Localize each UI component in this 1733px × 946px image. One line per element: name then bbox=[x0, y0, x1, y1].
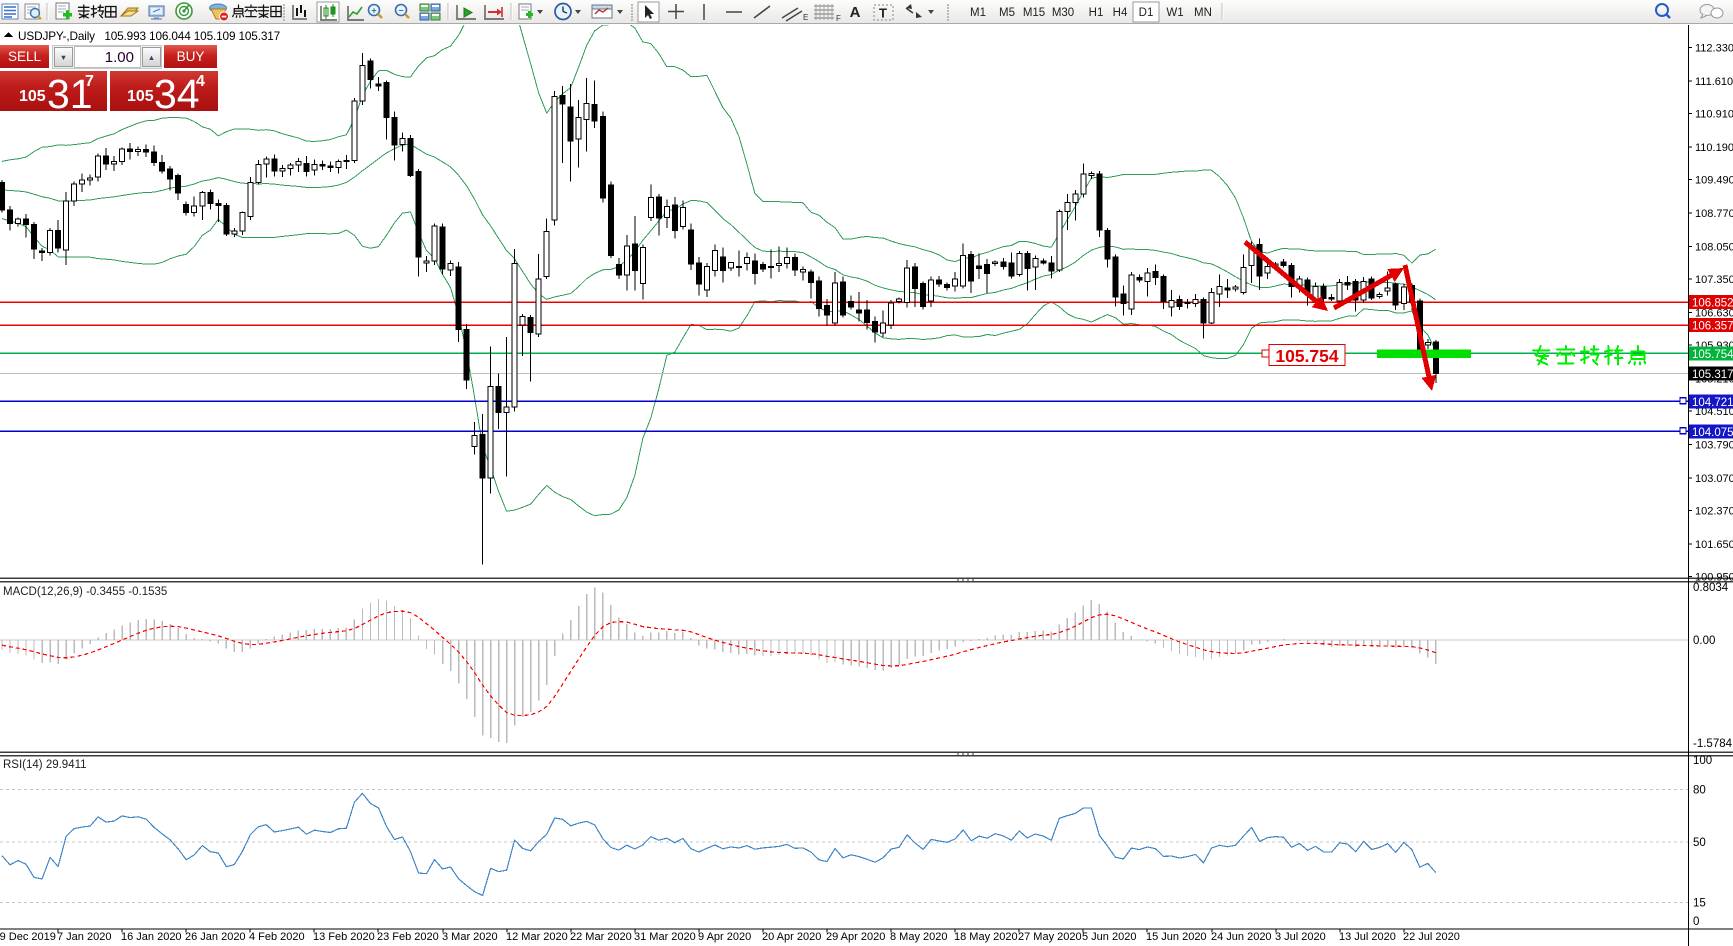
svg-text:29 Dec 2019: 29 Dec 2019 bbox=[0, 931, 56, 943]
svg-text:111.610: 111.610 bbox=[1695, 76, 1733, 88]
svg-text:103.070: 103.070 bbox=[1695, 473, 1733, 485]
svg-text:104.510: 104.510 bbox=[1695, 406, 1733, 418]
svg-text:M1: M1 bbox=[970, 7, 986, 19]
svg-text:D1: D1 bbox=[1139, 7, 1154, 19]
svg-text:18 May 2020: 18 May 2020 bbox=[954, 931, 1018, 943]
svg-text:110.910: 110.910 bbox=[1695, 109, 1733, 121]
svg-text:108.770: 108.770 bbox=[1695, 208, 1733, 220]
svg-text:22 Jul 2020: 22 Jul 2020 bbox=[1403, 931, 1460, 943]
svg-text:112.330: 112.330 bbox=[1695, 43, 1733, 55]
svg-text:4 Feb 2020: 4 Feb 2020 bbox=[249, 931, 305, 943]
svg-text:5 Jun 2020: 5 Jun 2020 bbox=[1082, 931, 1136, 943]
svg-text:13 Feb 2020: 13 Feb 2020 bbox=[313, 931, 375, 943]
svg-text:103.790: 103.790 bbox=[1695, 440, 1733, 452]
svg-text:0.00: 0.00 bbox=[1693, 635, 1715, 647]
svg-text:101.650: 101.650 bbox=[1695, 539, 1733, 551]
svg-text:H1: H1 bbox=[1089, 7, 1104, 19]
svg-text:24 Jun 2020: 24 Jun 2020 bbox=[1211, 931, 1272, 943]
svg-text:12 Mar 2020: 12 Mar 2020 bbox=[506, 931, 568, 943]
svg-text:22 Mar 2020: 22 Mar 2020 bbox=[570, 931, 632, 943]
svg-text:29 Apr 2020: 29 Apr 2020 bbox=[826, 931, 885, 943]
svg-text:8 May 2020: 8 May 2020 bbox=[890, 931, 947, 943]
svg-text:105.754: 105.754 bbox=[1692, 349, 1733, 361]
svg-text:MACD(12,26,9) -0.3455 -0.1535: MACD(12,26,9) -0.3455 -0.1535 bbox=[3, 586, 167, 598]
svg-text:100.950: 100.950 bbox=[1695, 572, 1733, 584]
svg-text:7 Jan 2020: 7 Jan 2020 bbox=[57, 931, 111, 943]
svg-text:9 Apr 2020: 9 Apr 2020 bbox=[698, 931, 751, 943]
svg-text:15 Jun 2020: 15 Jun 2020 bbox=[1146, 931, 1207, 943]
svg-text:20 Apr 2020: 20 Apr 2020 bbox=[762, 931, 821, 943]
svg-text:15: 15 bbox=[1693, 897, 1706, 909]
svg-text:100: 100 bbox=[1693, 755, 1712, 767]
svg-text:31 Mar 2020: 31 Mar 2020 bbox=[634, 931, 696, 943]
svg-text:0: 0 bbox=[1693, 916, 1699, 928]
svg-text:104.721: 104.721 bbox=[1692, 397, 1733, 409]
svg-text:0.8034: 0.8034 bbox=[1693, 582, 1729, 594]
svg-text:27 May 2020: 27 May 2020 bbox=[1018, 931, 1082, 943]
svg-text:102.370: 102.370 bbox=[1695, 506, 1733, 518]
svg-text:RSI(14) 29.9411: RSI(14) 29.9411 bbox=[3, 759, 87, 771]
svg-text:26 Jan 2020: 26 Jan 2020 bbox=[185, 931, 246, 943]
svg-text:T: T bbox=[879, 6, 887, 21]
svg-text:106.852: 106.852 bbox=[1692, 298, 1733, 310]
svg-text:80: 80 bbox=[1693, 785, 1706, 797]
svg-text:F: F bbox=[836, 14, 841, 23]
svg-text:-1.5784: -1.5784 bbox=[1693, 738, 1733, 750]
svg-text:105.317: 105.317 bbox=[1692, 369, 1733, 381]
svg-text:109.490: 109.490 bbox=[1695, 175, 1733, 187]
svg-text:3 Mar 2020: 3 Mar 2020 bbox=[442, 931, 498, 943]
svg-text:16 Jan 2020: 16 Jan 2020 bbox=[121, 931, 182, 943]
svg-text:110.190: 110.190 bbox=[1695, 142, 1733, 154]
svg-text:50: 50 bbox=[1693, 837, 1706, 849]
svg-text:3 Jul 2020: 3 Jul 2020 bbox=[1275, 931, 1326, 943]
svg-text:107.350: 107.350 bbox=[1695, 274, 1733, 286]
svg-text:−: − bbox=[398, 6, 403, 16]
svg-text:M5: M5 bbox=[999, 7, 1015, 19]
svg-text:H4: H4 bbox=[1113, 7, 1128, 19]
svg-text:+: + bbox=[371, 6, 376, 16]
svg-text:USDJPY-,Daily 105.993 106.04: USDJPY-,Daily 105.993 106.044 105.109 10… bbox=[18, 29, 280, 43]
svg-text:W1: W1 bbox=[1166, 7, 1183, 19]
svg-text:MN: MN bbox=[1194, 7, 1212, 19]
svg-text:E: E bbox=[803, 13, 808, 22]
svg-text:108.050: 108.050 bbox=[1695, 242, 1733, 254]
svg-text:105.754: 105.754 bbox=[1275, 346, 1339, 366]
svg-text:M30: M30 bbox=[1052, 7, 1074, 19]
svg-text:23 Feb 2020: 23 Feb 2020 bbox=[377, 931, 439, 943]
svg-text:M15: M15 bbox=[1023, 7, 1045, 19]
svg-text:106.357: 106.357 bbox=[1692, 321, 1733, 333]
svg-text:13 Jul 2020: 13 Jul 2020 bbox=[1339, 931, 1396, 943]
svg-text:A: A bbox=[850, 4, 861, 21]
svg-text:106.630: 106.630 bbox=[1695, 308, 1733, 320]
svg-text:104.075: 104.075 bbox=[1692, 427, 1733, 439]
